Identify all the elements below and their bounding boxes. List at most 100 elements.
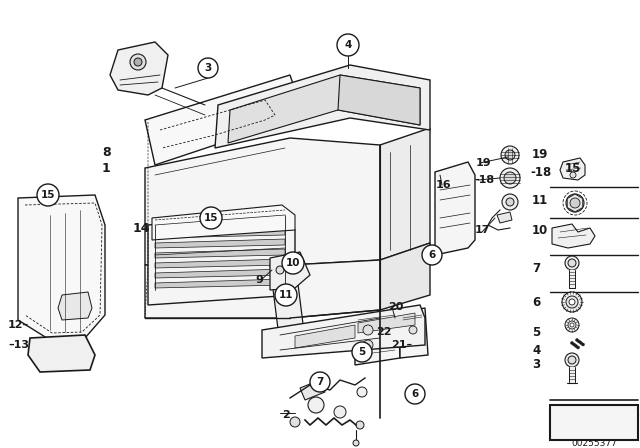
Text: 15: 15 [41,190,55,200]
Circle shape [565,353,579,367]
Text: 14: 14 [133,221,150,234]
Circle shape [570,172,576,178]
Circle shape [577,346,579,349]
Polygon shape [148,212,295,305]
Circle shape [37,184,59,206]
Polygon shape [300,380,325,400]
Circle shape [568,321,576,329]
Polygon shape [228,75,420,143]
Circle shape [352,342,372,362]
Circle shape [565,318,579,332]
Polygon shape [355,310,400,365]
Circle shape [505,150,515,160]
Text: 16: 16 [436,180,452,190]
Text: 9: 9 [255,275,263,285]
Text: 22: 22 [376,327,392,337]
Circle shape [570,198,580,208]
Circle shape [198,58,218,78]
Circle shape [296,258,304,266]
Polygon shape [145,75,300,165]
Text: 8: 8 [102,146,111,159]
Circle shape [276,266,284,274]
Text: 4: 4 [532,344,540,357]
Circle shape [506,198,514,206]
Polygon shape [497,212,512,223]
Polygon shape [145,260,380,318]
Polygon shape [58,292,92,320]
Text: 1: 1 [102,161,111,175]
Circle shape [504,172,516,184]
Polygon shape [28,335,95,372]
Text: 4: 4 [344,40,352,50]
Polygon shape [155,249,285,258]
Polygon shape [567,194,583,212]
Polygon shape [560,158,585,180]
Polygon shape [155,239,285,248]
Text: 20: 20 [388,302,403,312]
Circle shape [409,326,417,334]
Text: 6: 6 [428,250,436,260]
Polygon shape [145,138,380,265]
Polygon shape [380,128,430,260]
Polygon shape [552,224,595,248]
Text: 15: 15 [204,213,218,223]
Circle shape [575,345,577,348]
Polygon shape [569,367,575,382]
Text: 10: 10 [532,224,548,237]
Polygon shape [270,260,305,345]
Circle shape [566,194,584,212]
Text: 19: 19 [532,148,548,161]
Text: -18: -18 [530,165,551,178]
Text: 19: 19 [476,158,492,168]
Circle shape [568,259,576,267]
Circle shape [130,54,146,70]
Polygon shape [569,270,575,288]
Polygon shape [155,229,285,238]
Circle shape [363,340,373,350]
Polygon shape [18,195,105,340]
Text: 11: 11 [279,290,293,300]
Text: 17: 17 [475,225,490,235]
Text: 2: 2 [282,410,290,420]
Text: 5: 5 [358,347,365,357]
Circle shape [579,341,582,345]
Text: 6: 6 [412,389,419,399]
Polygon shape [338,75,420,125]
Circle shape [500,168,520,188]
Text: 7: 7 [316,377,324,387]
Text: 00255377: 00255377 [571,439,617,448]
Circle shape [565,256,579,270]
Text: –13: –13 [8,340,29,350]
Circle shape [501,146,519,164]
Circle shape [573,343,575,346]
Polygon shape [380,243,430,310]
Circle shape [562,292,582,312]
Circle shape [200,207,222,229]
Text: 5: 5 [532,327,540,340]
Polygon shape [155,259,285,268]
Polygon shape [358,313,415,333]
Polygon shape [110,42,168,95]
Polygon shape [270,252,310,290]
Circle shape [363,325,373,335]
Text: 3: 3 [204,63,212,73]
Polygon shape [400,308,428,358]
Polygon shape [550,405,638,440]
Text: 3: 3 [532,358,540,371]
Polygon shape [262,305,425,358]
Text: 12–: 12– [8,320,29,330]
Text: 15: 15 [565,161,581,175]
Polygon shape [155,279,285,288]
Circle shape [290,417,300,427]
Text: 11: 11 [532,194,548,207]
Circle shape [356,421,364,429]
Polygon shape [435,162,475,255]
Text: 7: 7 [532,262,540,275]
Circle shape [353,440,359,446]
Polygon shape [152,205,295,240]
Circle shape [134,58,142,66]
Circle shape [422,245,442,265]
Circle shape [308,397,324,413]
Circle shape [275,284,297,306]
Circle shape [282,252,304,274]
